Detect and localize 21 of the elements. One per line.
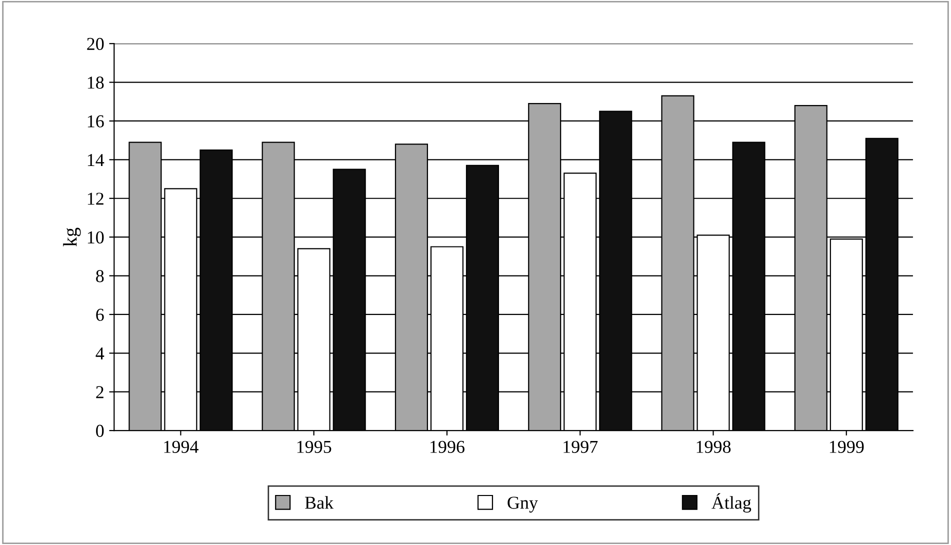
x-tick-label: 1998: [696, 440, 731, 453]
y-tick-label: 8: [96, 270, 104, 282]
y-tick-label: 10: [88, 231, 104, 244]
y-tick-label: 2: [96, 386, 104, 398]
y-tick-label: 0: [96, 424, 104, 437]
legend-label: Gny: [508, 496, 538, 513]
y-tick-label: 14: [88, 154, 104, 166]
y-tick-label: 4: [96, 348, 104, 360]
y-tick-label: 16: [88, 115, 104, 128]
y-axis-title: kg: [63, 228, 81, 246]
y-tick-label: 6: [96, 308, 104, 321]
y-tick-label: 12: [88, 192, 104, 205]
x-tick-label: 1999: [830, 440, 864, 453]
y-tick-label: 18: [88, 76, 104, 89]
x-tick-label: 1994: [164, 440, 198, 453]
y-tick-label: 20: [87, 38, 104, 50]
x-tick-label: 1996: [430, 440, 464, 453]
x-tick-label: 1995: [297, 440, 332, 453]
legend-label: Átlag: [712, 493, 752, 513]
x-tick-label: 1997: [564, 440, 598, 453]
legend-label: Bak: [305, 496, 334, 509]
